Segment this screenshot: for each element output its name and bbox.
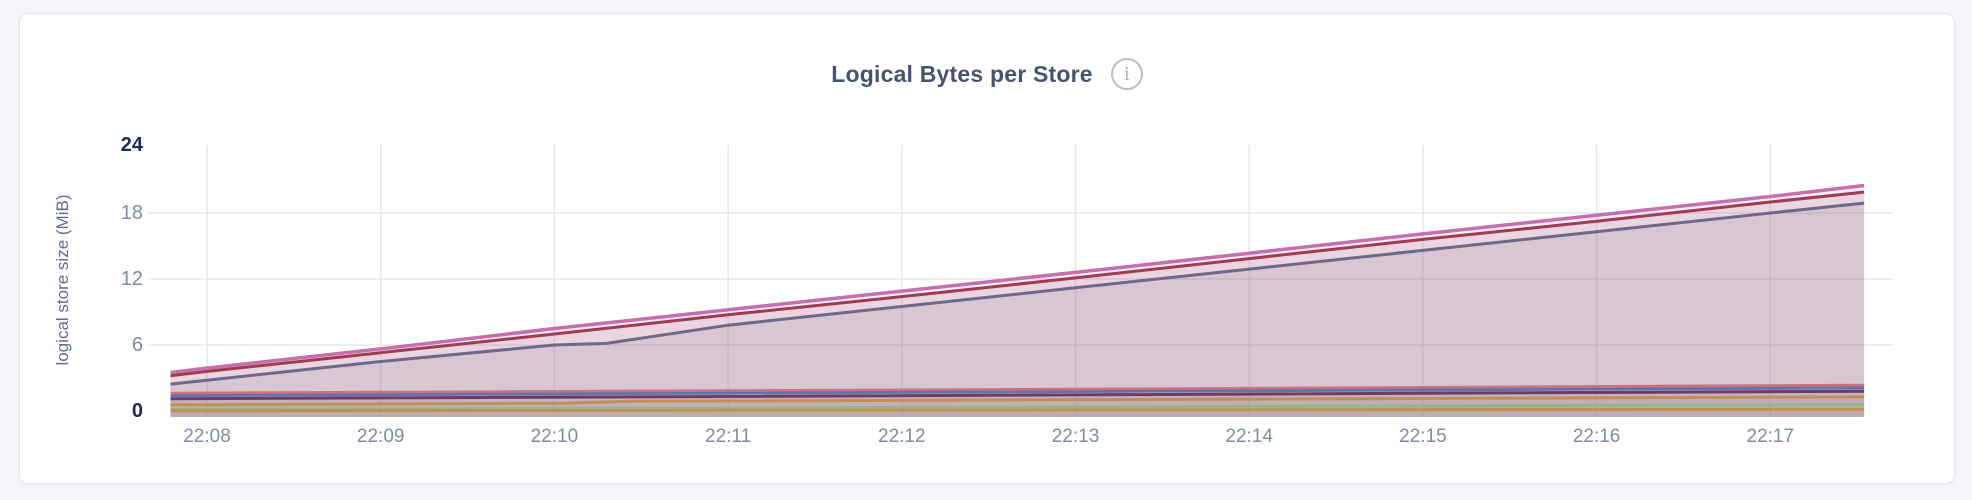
y-tick-label: 6 (131, 334, 143, 356)
x-tick-label: 22:12 (878, 426, 926, 447)
x-tick-label: 22:11 (705, 426, 752, 447)
x-tick-label: 22:14 (1225, 426, 1273, 447)
x-tick-label: 22:10 (530, 426, 579, 447)
x-tick-label: 22:17 (1746, 426, 1795, 447)
info-icon[interactable]: i (1110, 58, 1143, 90)
x-tick-label: 22:16 (1572, 426, 1621, 447)
x-tick-label: 22:09 (356, 426, 405, 447)
y-tick-label: 12 (120, 268, 143, 290)
x-tick-label: 22:13 (1051, 426, 1100, 447)
x-tick-label: 22:08 (183, 426, 231, 447)
chart-title: Logical Bytes per Store (831, 60, 1093, 87)
y-tick-label: 0 (131, 400, 143, 422)
x-tick-label: 22:15 (1399, 426, 1447, 447)
y-tick-label: 24 (120, 134, 143, 156)
chart-header: Logical Bytes per Store i (20, 58, 1954, 90)
chart-plot-area[interactable] (148, 145, 1893, 417)
y-tick-label: 18 (120, 202, 143, 224)
